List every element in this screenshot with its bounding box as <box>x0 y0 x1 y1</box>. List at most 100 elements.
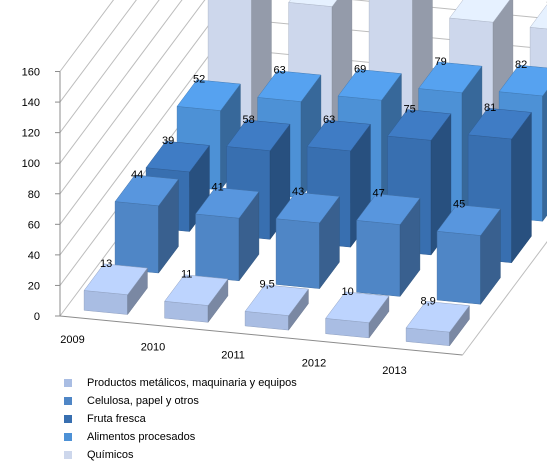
y-tick-label: 160 <box>22 67 40 79</box>
bar-front <box>195 213 240 282</box>
bar <box>195 187 260 282</box>
legend-item: Productos metálicos, maquinaria y equipo… <box>64 374 297 392</box>
bar <box>405 301 470 347</box>
data-label: 82 <box>515 59 527 71</box>
bar <box>356 193 421 298</box>
y-tick-label: 0 <box>34 311 40 323</box>
chart-legend: Productos metálicos, maquinaria y equipo… <box>64 374 297 464</box>
data-label: 45 <box>453 199 465 211</box>
data-label: 43 <box>292 186 304 198</box>
data-label: 39 <box>162 135 174 147</box>
y-tick-label: 60 <box>28 219 40 231</box>
y-tick-label: 120 <box>22 128 40 140</box>
floor-edge <box>462 241 547 356</box>
x-tick-label: 2012 <box>302 357 326 369</box>
data-label: 63 <box>274 65 286 77</box>
bar-front <box>356 220 401 297</box>
bar-top <box>83 263 148 295</box>
data-label: 10 <box>342 286 354 298</box>
x-tick-label: 2010 <box>141 342 165 354</box>
legend-swatch <box>64 397 72 405</box>
legend-label: Químicos <box>87 449 134 461</box>
legend-swatch <box>64 433 72 441</box>
bar <box>325 291 390 339</box>
bar <box>164 274 229 324</box>
bar <box>275 191 340 290</box>
data-label: 81 <box>484 102 496 114</box>
bar <box>83 263 148 316</box>
x-tick-label: 2013 <box>382 365 406 377</box>
bar-top <box>176 79 241 111</box>
bar-top <box>226 119 291 151</box>
data-label: 11 <box>181 269 192 281</box>
data-label: 75 <box>404 103 416 115</box>
data-labels: 1009814798975263697982395863758144414347… <box>100 0 547 307</box>
bar-top <box>195 187 260 219</box>
bar-side <box>542 89 547 222</box>
x-axis-line <box>59 315 463 356</box>
legend-item: Celulosa, papel y otros <box>64 392 297 410</box>
data-label: 79 <box>435 56 447 68</box>
data-label: 8,9 <box>421 295 436 307</box>
bar-top <box>244 284 309 316</box>
legend-swatch <box>64 451 72 459</box>
bar-top <box>498 64 547 97</box>
gridline <box>59 0 137 103</box>
y-tick-label: 40 <box>28 250 40 262</box>
bar-top <box>114 174 179 207</box>
data-label: 58 <box>243 114 255 126</box>
bar-top <box>275 191 340 224</box>
legend-item: Fruta fresca <box>64 410 297 428</box>
bar-top <box>387 109 452 141</box>
data-label: 41 <box>212 181 224 193</box>
data-label: 52 <box>193 74 205 86</box>
bar-top <box>467 107 532 140</box>
y-tick-label: 100 <box>22 158 40 170</box>
bar-top <box>306 119 371 152</box>
gridline <box>59 0 115 72</box>
bar <box>467 107 532 264</box>
bar-front <box>436 231 481 305</box>
x-axis: 2009 2010 2011 2012 2013 <box>60 334 406 377</box>
y-tick-label: 140 <box>22 97 40 109</box>
bar-top <box>436 204 501 236</box>
y-tick-label: 20 <box>28 280 40 292</box>
bar-top <box>449 0 510 23</box>
bar-top <box>325 291 390 323</box>
bar-front <box>275 218 320 289</box>
data-label: 63 <box>323 114 335 126</box>
x-tick-label: 2009 <box>60 334 84 346</box>
legend-label: Celulosa, papel y otros <box>87 395 199 407</box>
legend-item: Alimentos procesados <box>64 428 297 446</box>
bar-top <box>288 0 338 7</box>
bar-top <box>145 140 210 173</box>
legend-item: Químicos <box>64 446 297 464</box>
bar-top <box>529 4 547 30</box>
bar-front <box>114 201 159 274</box>
bar-top <box>257 70 322 102</box>
x-tick-label: 2011 <box>221 350 245 362</box>
bar <box>436 204 501 305</box>
y-axis: 0 20 40 60 80 100 120 140 160 <box>22 67 60 323</box>
bar <box>114 174 179 274</box>
data-label: 47 <box>373 188 385 200</box>
gridline <box>59 0 160 133</box>
bar <box>244 284 309 331</box>
legend-label: Alimentos procesados <box>87 431 196 443</box>
legend-label: Productos metálicos, maquinaria y equipo… <box>87 377 297 389</box>
gridline <box>59 0 183 164</box>
y-tick-label: 80 <box>28 189 40 201</box>
data-label: 69 <box>354 63 366 75</box>
bar-top <box>405 301 470 333</box>
bars <box>83 0 547 347</box>
bar-top <box>356 193 421 225</box>
data-label: 44 <box>131 169 143 181</box>
data-label: 13 <box>100 258 112 270</box>
bar-top <box>337 69 402 101</box>
bar-top <box>418 61 483 93</box>
bar-top <box>164 274 229 306</box>
legend-swatch <box>64 415 72 423</box>
legend-swatch <box>64 379 72 387</box>
data-label: 9,5 <box>260 279 275 291</box>
